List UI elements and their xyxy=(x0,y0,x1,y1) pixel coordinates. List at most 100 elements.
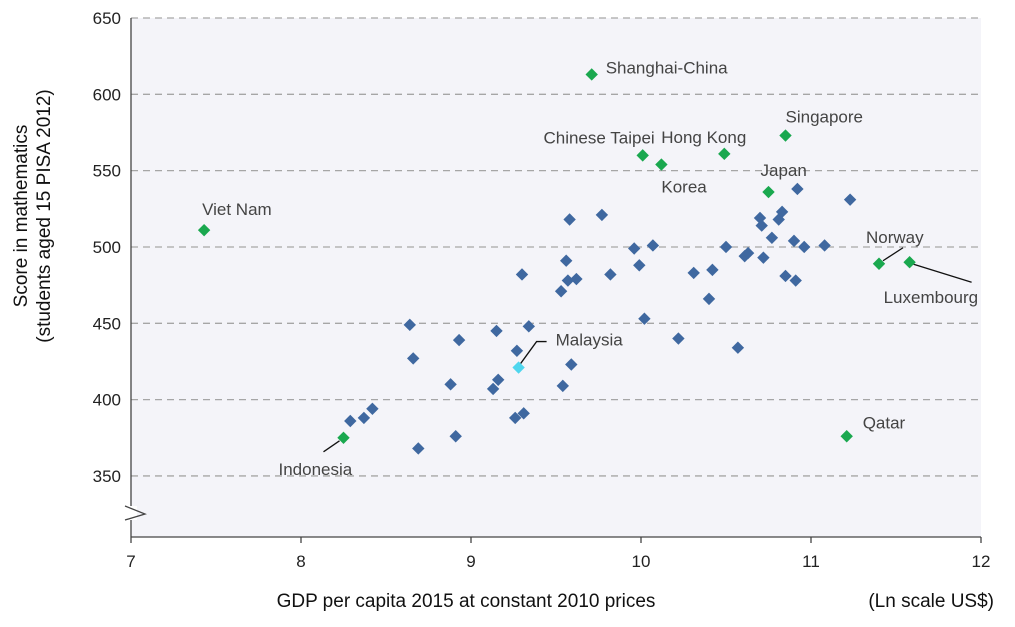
point-label-chinese-taipei: Chinese Taipei xyxy=(543,128,654,147)
data-point-5 xyxy=(412,442,425,455)
data-point-3 xyxy=(403,318,416,332)
point-label-indonesia: Indonesia xyxy=(279,460,353,479)
data-point-31 xyxy=(687,266,700,280)
y-axis-title-line-1: Score in mathematics xyxy=(11,125,32,308)
highlight-point-chinese-taipei xyxy=(636,149,649,162)
x-tick-label-10: 10 xyxy=(632,552,651,571)
data-point-37 xyxy=(741,246,755,260)
data-point-27 xyxy=(633,259,646,272)
highlight-point-norway xyxy=(872,257,886,270)
y-tick-label-350: 350 xyxy=(93,467,121,486)
point-label-japan: Japan xyxy=(761,161,807,180)
data-point-40 xyxy=(757,251,770,264)
data-point-42 xyxy=(772,213,785,226)
x-tick-label-8: 8 xyxy=(296,552,305,571)
leader-luxembourg xyxy=(913,263,972,283)
data-point-28 xyxy=(638,312,651,325)
data-point-32 xyxy=(702,292,716,306)
point-label-norway: Norway xyxy=(866,228,924,247)
data-point-2 xyxy=(366,402,379,415)
data-point-33 xyxy=(706,263,719,277)
point-label-singapore: Singapore xyxy=(786,108,864,127)
malaysia-point xyxy=(512,361,525,374)
highlight-point-hong-kong xyxy=(718,147,731,161)
data-point-34 xyxy=(719,240,733,254)
x-axis-title: GDP per capita 2015 at constant 2010 pri… xyxy=(277,591,656,612)
data-point-7 xyxy=(449,430,462,443)
y-tick-label-600: 600 xyxy=(93,85,121,104)
point-label-qatar: Qatar xyxy=(863,413,906,432)
data-point-12 xyxy=(509,411,522,425)
data-point-45 xyxy=(787,234,801,248)
data-point-15 xyxy=(517,407,530,420)
point-label-viet-nam: Viet Nam xyxy=(202,200,272,219)
data-point-14 xyxy=(515,268,529,281)
highlight-point-singapore xyxy=(779,129,792,142)
point-label-hong-kong: Hong Kong xyxy=(661,128,746,147)
x-tick-label-12: 12 xyxy=(972,552,991,571)
data-point-44 xyxy=(779,269,792,283)
data-point-21 xyxy=(563,213,576,226)
point-labels: Viet Nam Shanghai-China Chinese Taipei Kore… xyxy=(202,58,978,478)
highlight-point-korea xyxy=(655,158,668,171)
x-tick-label-9: 9 xyxy=(466,552,475,571)
y-tick-label-550: 550 xyxy=(93,162,121,181)
data-point-19 xyxy=(560,254,573,267)
data-point-41 xyxy=(765,231,779,245)
data-point-20 xyxy=(561,274,575,287)
data-point-39 xyxy=(755,219,768,232)
highlight-point-qatar xyxy=(840,430,853,443)
leader-norway xyxy=(882,247,904,262)
point-label-malaysia: Malaysia xyxy=(556,331,624,350)
point-label-shanghai-china: Shanghai-China xyxy=(606,58,728,77)
y-tick-label-650: 650 xyxy=(93,9,121,28)
highlight-point-shanghai-china xyxy=(585,68,598,81)
highlight-point-viet-nam xyxy=(197,223,211,237)
data-point-47 xyxy=(791,182,804,196)
highlight-point-japan xyxy=(762,185,775,199)
data-point-29 xyxy=(646,239,660,252)
data-point-24 xyxy=(595,208,609,222)
data-point-4 xyxy=(407,352,420,365)
tick-labels: 350 400 450 500 550 600 650 7 8 9 10 11 12 xyxy=(93,9,991,571)
plot-area xyxy=(131,18,981,537)
highlight-point-indonesia xyxy=(337,431,350,444)
x-unit-note: (Ln scale US$) xyxy=(868,591,994,612)
data-point-13 xyxy=(510,344,524,357)
data-point-9 xyxy=(486,382,500,396)
leader-lines xyxy=(323,247,972,453)
data-point-36 xyxy=(738,249,751,263)
data-point-43 xyxy=(775,205,789,219)
axes xyxy=(124,18,982,543)
data-point-35 xyxy=(731,341,745,354)
highlight-point-luxembourg xyxy=(903,256,916,269)
data-point-26 xyxy=(628,242,641,255)
x-tick-label-11: 11 xyxy=(802,552,820,571)
data-point-25 xyxy=(604,268,617,281)
data-points xyxy=(197,68,916,455)
data-point-18 xyxy=(556,379,569,393)
point-label-luxembourg: Luxembourg xyxy=(884,288,979,307)
data-point-22 xyxy=(565,358,578,371)
leader-malaysia xyxy=(520,340,547,364)
data-point-1 xyxy=(357,411,371,425)
data-point-16 xyxy=(522,320,535,333)
gridlines xyxy=(131,17,981,477)
data-point-17 xyxy=(554,285,568,298)
data-point-8 xyxy=(452,333,466,347)
data-point-6 xyxy=(444,378,457,391)
y-tick-label-450: 450 xyxy=(93,314,121,333)
axis-break-mark xyxy=(124,505,147,521)
y-axis-title-line-2: (students aged 15 PISA 2012) xyxy=(34,89,55,343)
data-point-48 xyxy=(798,240,811,254)
data-point-0 xyxy=(344,414,357,428)
data-point-50 xyxy=(843,193,857,206)
y-tick-label-500: 500 xyxy=(93,238,121,257)
point-label-korea: Korea xyxy=(661,178,707,197)
x-tick-label-7: 7 xyxy=(126,552,135,571)
data-point-10 xyxy=(490,324,503,338)
data-point-11 xyxy=(492,373,505,386)
data-point-49 xyxy=(818,239,831,252)
leader-indonesia xyxy=(323,440,340,453)
